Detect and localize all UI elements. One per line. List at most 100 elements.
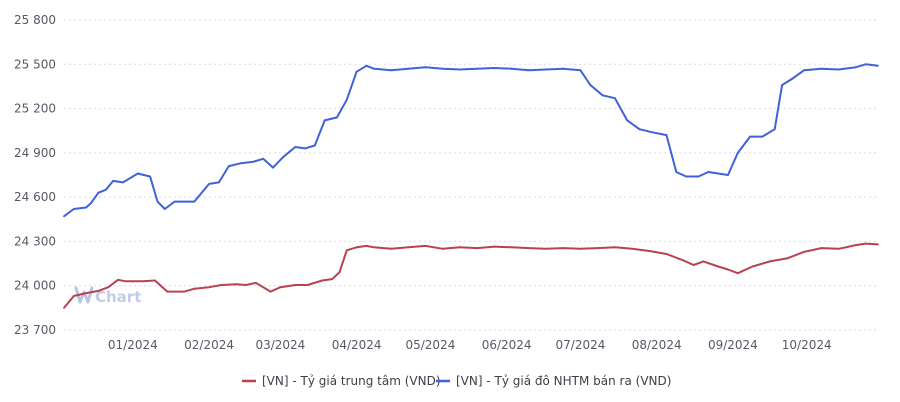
data-point <box>773 128 776 131</box>
data-point <box>562 67 565 70</box>
data-point <box>365 245 368 247</box>
data-point <box>596 247 599 250</box>
data-point <box>72 208 75 210</box>
data-point <box>589 84 592 86</box>
data-point <box>820 67 823 70</box>
data-point <box>786 257 788 260</box>
data-point <box>63 215 65 218</box>
y-tick-label: 24 000 <box>14 279 56 293</box>
data-point <box>345 249 348 252</box>
data-point <box>304 147 306 150</box>
data-point <box>837 68 840 71</box>
data-point <box>149 175 152 178</box>
data-point <box>122 181 124 184</box>
data-point <box>631 247 633 250</box>
watermark: Chart <box>74 286 141 306</box>
data-point <box>262 157 265 160</box>
data-point <box>208 183 211 185</box>
data-point <box>104 188 107 191</box>
y-tick-label: 23 700 <box>14 323 56 337</box>
y-tick-label: 24 600 <box>14 190 56 204</box>
data-point <box>736 272 739 275</box>
data-point <box>717 172 720 175</box>
data-point <box>692 264 695 266</box>
data-point <box>373 67 375 70</box>
wchart-logo-icon <box>74 286 94 304</box>
data-point <box>245 284 247 286</box>
data-point <box>117 278 119 281</box>
watermark-text: Chart <box>95 288 141 306</box>
data-point <box>163 208 166 210</box>
data-point <box>345 98 348 101</box>
data-point <box>579 247 582 250</box>
data-point <box>85 206 87 209</box>
legend-item-0[interactable]: [VN] - Tỷ giá trung tâm (VND) <box>242 374 441 388</box>
data-point <box>476 247 478 250</box>
legend-label: [VN] - Tỷ giá đô NHTM bán ra (VND) <box>456 374 671 388</box>
data-point <box>751 265 754 268</box>
data-point <box>864 242 867 245</box>
data-point <box>650 131 653 134</box>
data-point <box>156 200 159 203</box>
data-point <box>173 200 176 203</box>
data-point <box>665 134 668 137</box>
data-point <box>626 119 629 122</box>
data-point <box>579 69 582 72</box>
data-point <box>424 66 427 69</box>
x-tick-label: 02/2024 <box>184 338 234 352</box>
y-gridlines <box>64 19 878 331</box>
x-tick-label: 01/2024 <box>108 338 158 352</box>
data-point <box>183 290 186 293</box>
data-point <box>97 290 100 292</box>
x-tick-label: 03/2024 <box>255 338 305 352</box>
data-point <box>614 246 616 249</box>
data-point <box>407 67 410 70</box>
data-point <box>424 245 427 247</box>
data-point <box>675 171 678 173</box>
data-point <box>614 97 616 100</box>
data-point <box>218 181 220 184</box>
y-tick-label: 25 500 <box>14 57 56 71</box>
data-point <box>407 246 410 249</box>
x-tick-label: 09/2024 <box>708 338 758 352</box>
legend-item-1[interactable]: [VN] - Tỷ giá đô NHTM bán ra (VND) <box>436 374 671 388</box>
data-point <box>736 152 739 154</box>
data-point <box>855 244 857 247</box>
data-point <box>252 160 255 163</box>
data-point <box>562 247 565 250</box>
data-point <box>791 78 793 80</box>
data-point <box>240 162 243 165</box>
data-point <box>749 135 751 138</box>
data-point <box>441 67 444 70</box>
data-point <box>141 280 144 283</box>
data-point <box>685 175 688 178</box>
data-point <box>154 279 156 282</box>
data-point <box>193 200 196 203</box>
data-point <box>107 286 110 289</box>
y-tick-label: 25 200 <box>14 102 56 116</box>
data-point <box>124 280 127 283</box>
data-point <box>294 146 297 148</box>
data-point <box>313 144 316 147</box>
series-lines <box>63 63 879 309</box>
data-point <box>294 284 297 286</box>
data-point <box>761 135 764 138</box>
data-point <box>682 259 685 262</box>
data-point <box>355 70 358 73</box>
data-point <box>717 265 720 268</box>
data-point <box>85 292 87 294</box>
data-point <box>648 250 651 252</box>
data-point <box>272 166 274 169</box>
data-point <box>97 191 100 194</box>
data-point <box>820 247 823 250</box>
y-axis-tick-labels: 23 700 24 000 24 300 24 600 24 900 25 200 25 5… <box>14 13 56 337</box>
data-point <box>331 278 333 280</box>
data-point <box>803 69 806 72</box>
data-point <box>193 287 196 290</box>
data-point <box>864 63 867 66</box>
series-line-1 <box>63 63 879 218</box>
x-tick-label: 10/2024 <box>782 338 832 352</box>
data-point <box>112 180 115 182</box>
data-point <box>254 281 257 284</box>
